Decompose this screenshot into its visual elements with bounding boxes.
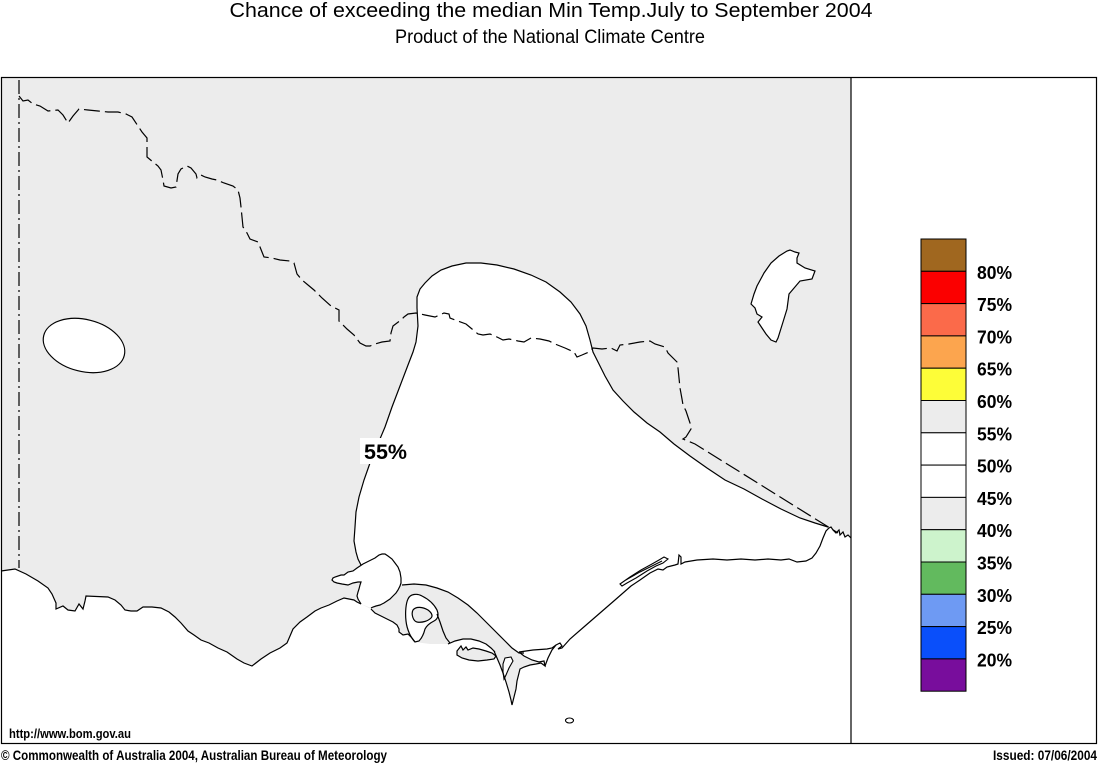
svg-text:40%: 40%	[977, 520, 1012, 541]
svg-text:30%: 30%	[977, 585, 1012, 606]
svg-text:60%: 60%	[977, 391, 1012, 412]
svg-text:80%: 80%	[977, 262, 1012, 283]
svg-text:20%: 20%	[977, 649, 1012, 670]
svg-text:55%: 55%	[364, 441, 407, 464]
svg-text:Product of the National Climat: Product of the National Climate Centre	[395, 27, 705, 48]
svg-text:Issued: 07/06/2004: Issued: 07/06/2004	[993, 748, 1097, 763]
svg-text:25%: 25%	[977, 617, 1012, 638]
svg-text:65%: 65%	[977, 359, 1012, 380]
svg-text:75%: 75%	[977, 294, 1012, 315]
svg-text:35%: 35%	[977, 553, 1012, 574]
svg-text:50%: 50%	[977, 456, 1012, 477]
svg-text:Chance of exceeding the median: Chance of exceeding the median Min Temp.…	[230, 0, 873, 22]
svg-text:© Commonwealth of Australia 20: © Commonwealth of Australia 2004, Austra…	[1, 748, 387, 763]
svg-text:55%: 55%	[977, 423, 1012, 444]
svg-text:70%: 70%	[977, 326, 1012, 347]
svg-text:http://www.bom.gov.au: http://www.bom.gov.au	[9, 726, 131, 741]
svg-text:45%: 45%	[977, 488, 1012, 509]
